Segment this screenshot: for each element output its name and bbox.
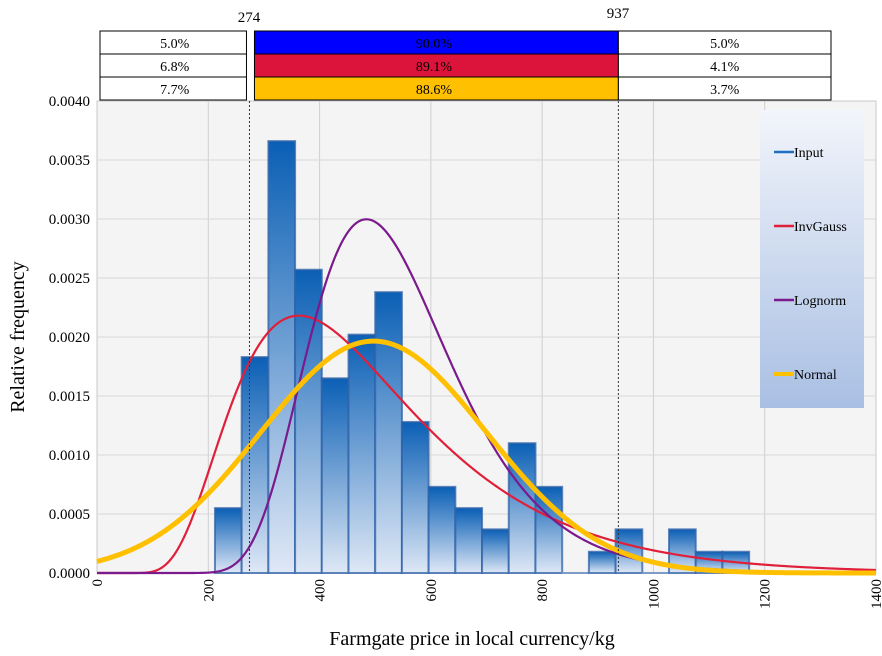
legend-box	[760, 110, 864, 408]
band-middle-value: 89.1%	[416, 60, 453, 75]
y-axis-label: Relative frequency	[7, 261, 29, 413]
histogram-bar	[267, 140, 297, 574]
y-tick-label: 0.0025	[49, 271, 90, 287]
band-cell-left	[99, 76, 247, 101]
band-right-value: 4.1%	[710, 60, 740, 75]
histogram-bar	[347, 333, 377, 575]
band-table: 5.0% 90.0% 5.0% 6.8% 89.1% 4.1% 7.7% 88.6% 3.7%	[99, 30, 832, 101]
y-axis-ticks: 0.0000 0.0005 0.0010 0.0015 0.0020 0.0025 0.00…	[49, 94, 90, 582]
histogram-bar	[481, 528, 510, 575]
x-axis-label: Farmgate price in local currency/kg	[329, 628, 614, 650]
y-tick-label: 0.0015	[49, 389, 90, 405]
histogram-bar	[587, 550, 617, 575]
y-tick-label: 0.0030	[49, 212, 90, 228]
histogram-bar	[427, 485, 457, 574]
histogram-bar	[454, 507, 484, 575]
histogram-bar	[400, 420, 430, 574]
band-middle-value: 88.6%	[416, 83, 453, 98]
marker-lines	[248, 101, 619, 573]
legend-label-input: Input	[794, 146, 824, 161]
x-tick-label: 800	[535, 579, 551, 602]
y-tick-label: 0.0035	[49, 153, 90, 169]
curve-invgauss	[97, 314, 877, 575]
histogram-bar	[320, 377, 350, 574]
histogram-bar	[374, 291, 403, 574]
curve-normal	[95, 338, 878, 576]
marker-label-high: 937	[607, 6, 630, 22]
x-tick-label: 400	[313, 579, 329, 602]
fitted-curves	[95, 218, 878, 576]
x-axis-ticks: 0 200 400 600 800 1000 1200 1400	[90, 579, 882, 609]
legend-label-invgauss: InvGauss	[794, 220, 847, 235]
legend-label-normal: Normal	[794, 368, 837, 383]
x-tick-label: 1000	[646, 579, 662, 609]
y-tick-label: 0.0020	[49, 330, 90, 346]
band-right-value: 5.0%	[710, 37, 740, 52]
histogram-bar	[614, 528, 644, 575]
band-left-value: 7.7%	[160, 83, 190, 98]
histogram-bar	[534, 485, 564, 574]
marker-label-low: 274	[238, 10, 261, 26]
x-tick-label: 0	[90, 579, 106, 587]
histogram-bar	[213, 507, 243, 575]
y-tick-label: 0.0040	[49, 94, 90, 110]
band-left-value: 5.0%	[160, 37, 190, 52]
x-tick-label: 1400	[869, 579, 882, 609]
legend: Input InvGauss Lognorm Normal	[760, 110, 864, 408]
legend-label-lognorm: Lognorm	[794, 294, 846, 309]
x-tick-label: 1200	[758, 579, 774, 609]
x-tick-label: 600	[424, 579, 440, 602]
band-middle-value: 90.0%	[416, 37, 453, 52]
y-tick-label: 0.0005	[49, 507, 90, 523]
y-tick-label: 0.0000	[49, 566, 90, 582]
band-cell-right	[617, 76, 832, 101]
band-right-value: 3.7%	[710, 83, 740, 98]
band-left-value: 6.8%	[160, 60, 190, 75]
x-tick-label: 200	[201, 579, 217, 602]
histogram-bar	[240, 356, 270, 574]
y-tick-label: 0.0010	[49, 448, 90, 464]
